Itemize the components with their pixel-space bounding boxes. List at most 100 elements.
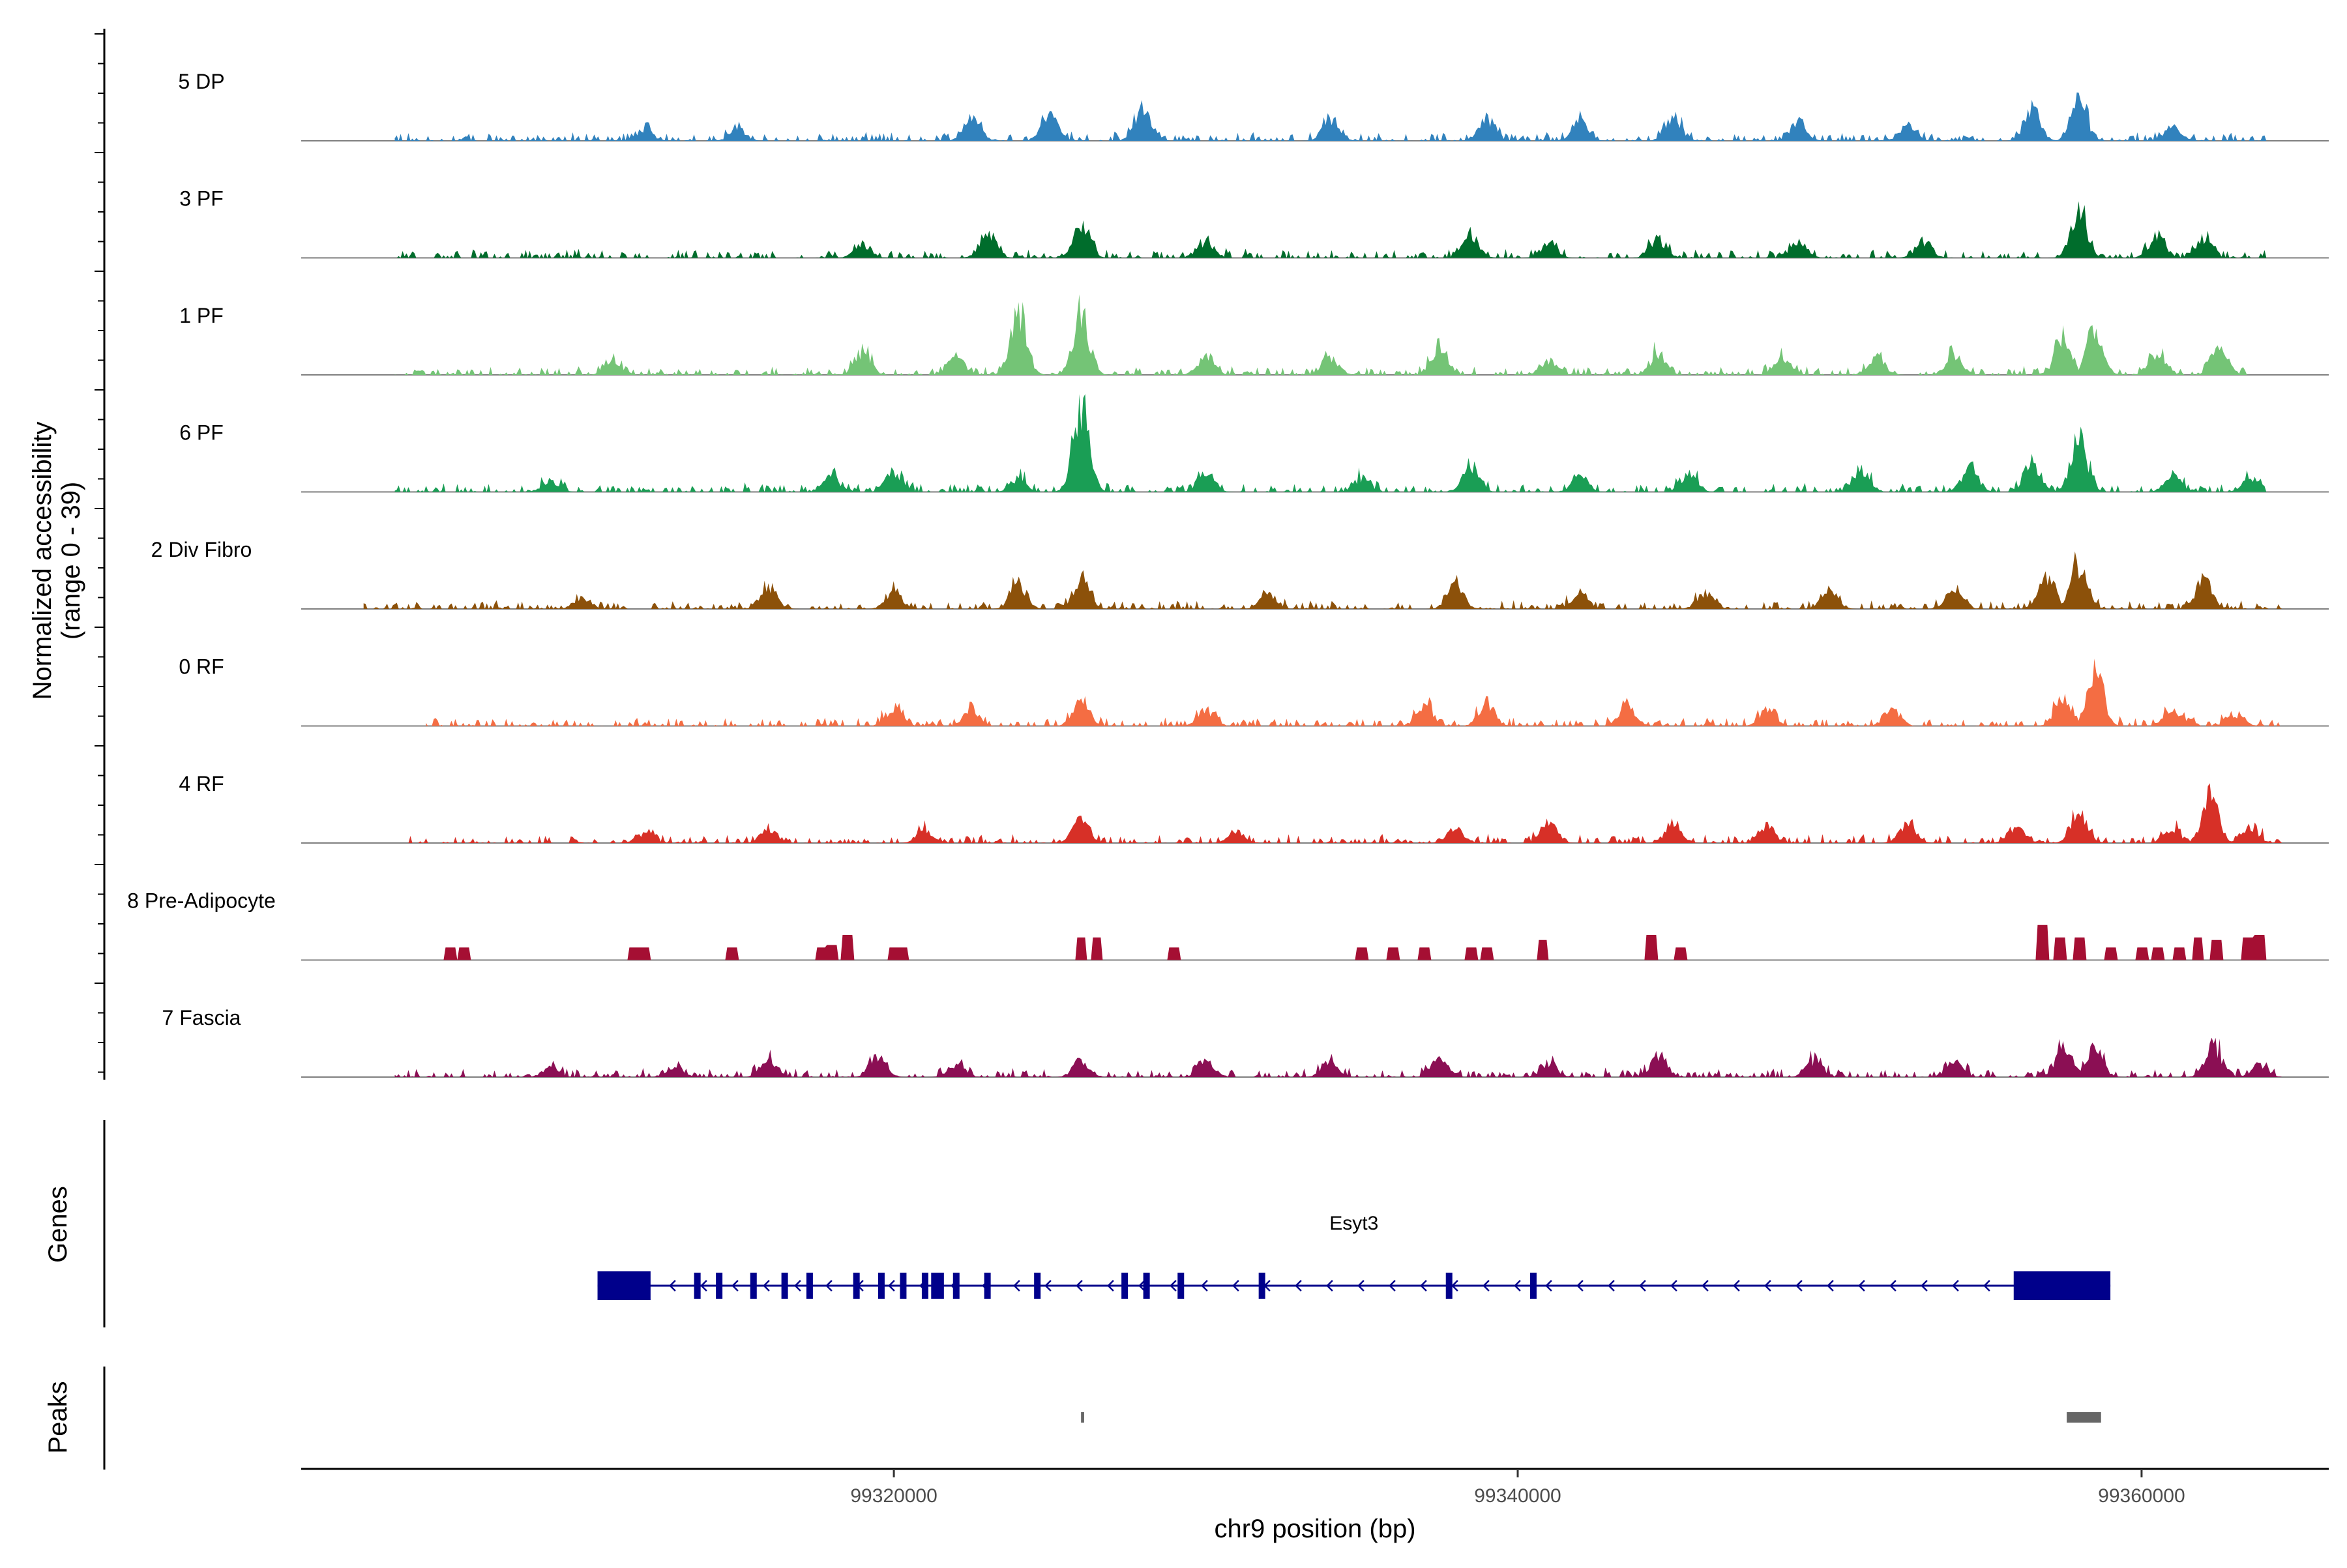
strand-arrow <box>1451 1280 1458 1292</box>
coverage-area <box>394 1037 2282 1077</box>
strand-arrow <box>1170 1280 1177 1292</box>
gene-exon <box>921 1273 928 1299</box>
track-5: 0 RF <box>179 655 2329 727</box>
strand-arrow <box>1889 1280 1897 1292</box>
strand-arrow <box>1263 1280 1271 1292</box>
coverage-area <box>363 551 2282 609</box>
gene-exon <box>716 1273 723 1299</box>
gene-exon <box>1034 1273 1041 1299</box>
strand-arrow <box>1076 1280 1083 1292</box>
x-tick-label: 99340000 <box>1474 1485 1561 1507</box>
gene-exon <box>952 1273 960 1299</box>
gene-exon <box>1258 1273 1265 1299</box>
gene-exon <box>781 1273 788 1299</box>
strand-arrow <box>1107 1280 1114 1292</box>
track-label: 7 Fascia <box>162 1006 241 1029</box>
strand-arrow <box>825 1280 833 1292</box>
strand-arrow <box>1013 1280 1020 1292</box>
gene-exon <box>900 1273 907 1299</box>
gene-track: Esyt3 <box>597 1213 2111 1300</box>
strand-arrow <box>794 1280 801 1292</box>
strand-arrow <box>919 1280 926 1292</box>
y-axis-title: Normalized accessibility <box>28 422 57 700</box>
gene-utr-block <box>2013 1271 2111 1300</box>
strand-arrow <box>1389 1280 1396 1292</box>
gene-label: Esyt3 <box>1329 1213 1378 1234</box>
track-2: 1 PF <box>179 294 2329 376</box>
strand-arrow <box>1326 1280 1333 1292</box>
strand-arrow <box>1420 1280 1427 1292</box>
peak-region <box>2067 1412 2101 1423</box>
gene-Esyt3: Esyt3 <box>597 1213 2111 1300</box>
strand-arrow <box>1702 1280 1709 1292</box>
track-label: 6 PF <box>179 421 224 445</box>
strand-arrow <box>1044 1280 1052 1292</box>
coverage-area <box>426 925 2282 960</box>
coverage-area <box>426 658 2282 726</box>
track-6: 4 RF <box>179 772 2329 844</box>
gene-exon <box>806 1273 813 1299</box>
strand-arrow <box>763 1280 770 1292</box>
gene-exon <box>853 1273 860 1299</box>
peak-region <box>1081 1412 1084 1423</box>
track-7: 8 Pre-Adipocyte <box>127 889 2329 961</box>
strand-arrow <box>857 1280 864 1292</box>
gene-exon <box>878 1273 885 1299</box>
track-1: 3 PF <box>179 187 2329 259</box>
strand-arrow <box>1545 1280 1552 1292</box>
strand-arrow <box>1795 1280 1803 1292</box>
track-label: 3 PF <box>179 187 224 211</box>
strand-arrow <box>1357 1280 1365 1292</box>
gene-exon <box>1143 1273 1150 1299</box>
strand-arrow <box>1764 1280 1771 1292</box>
track-3: 6 PF <box>179 394 2329 493</box>
strand-arrow <box>1952 1280 1959 1292</box>
track-label: 2 Div Fibro <box>151 538 252 561</box>
gene-exon <box>937 1273 944 1299</box>
strand-arrow <box>700 1280 707 1292</box>
peaks-panel-title: Peaks <box>44 1381 72 1453</box>
track-label: 0 RF <box>179 655 224 679</box>
track-4: 2 Div Fibro <box>151 538 2329 610</box>
track-8: 7 Fascia <box>162 1006 2329 1078</box>
track-0: 5 DP <box>178 70 2329 141</box>
strand-arrow <box>951 1280 958 1292</box>
gene-exon <box>1529 1273 1537 1299</box>
gene-exon <box>750 1273 757 1299</box>
strand-arrow <box>669 1280 676 1292</box>
strand-arrow <box>1201 1280 1208 1292</box>
strand-arrow <box>888 1280 895 1292</box>
genes-panel-title: Genes <box>44 1186 72 1263</box>
x-axis-ticks: 99320000 99340000 99360000 <box>850 1469 2185 1507</box>
strand-arrow <box>1483 1280 1490 1292</box>
strand-arrow <box>1639 1280 1646 1292</box>
coverage-area <box>394 783 2282 843</box>
track-label: 1 PF <box>179 304 224 327</box>
x-axis-title: chr9 position (bp) <box>1214 1515 1415 1543</box>
gene-exon <box>694 1273 701 1299</box>
strand-arrow <box>1983 1280 1990 1292</box>
accessibility-tracks: 5 DP 3 PF 1 PF 6 PF 2 Div Fibro 0 RF 4 RF 8 Pre… <box>127 70 2329 1078</box>
track-label: 5 DP <box>178 70 224 93</box>
strand-arrow <box>731 1280 739 1292</box>
gene-utr-block <box>597 1271 651 1300</box>
strand-arrow <box>1921 1280 1928 1292</box>
strand-arrow <box>1576 1280 1584 1292</box>
track-label: 4 RF <box>179 772 224 795</box>
y-axis-ticks <box>95 33 104 1073</box>
gene-exon <box>1121 1273 1129 1299</box>
strand-arrow <box>982 1280 989 1292</box>
coverage-area <box>394 201 2267 258</box>
coverage-area <box>394 92 2267 141</box>
x-tick-label: 99360000 <box>2098 1485 2185 1507</box>
x-tick-label: 99320000 <box>850 1485 937 1507</box>
strand-arrow <box>1670 1280 1677 1292</box>
strand-arrow <box>1138 1280 1145 1292</box>
strand-arrow <box>1608 1280 1615 1292</box>
y-axis-range-label: (range 0 - 39) <box>57 482 85 640</box>
track-label: 8 Pre-Adipocyte <box>127 889 276 913</box>
gene-exon <box>984 1273 991 1299</box>
strand-arrow <box>1827 1280 1834 1292</box>
